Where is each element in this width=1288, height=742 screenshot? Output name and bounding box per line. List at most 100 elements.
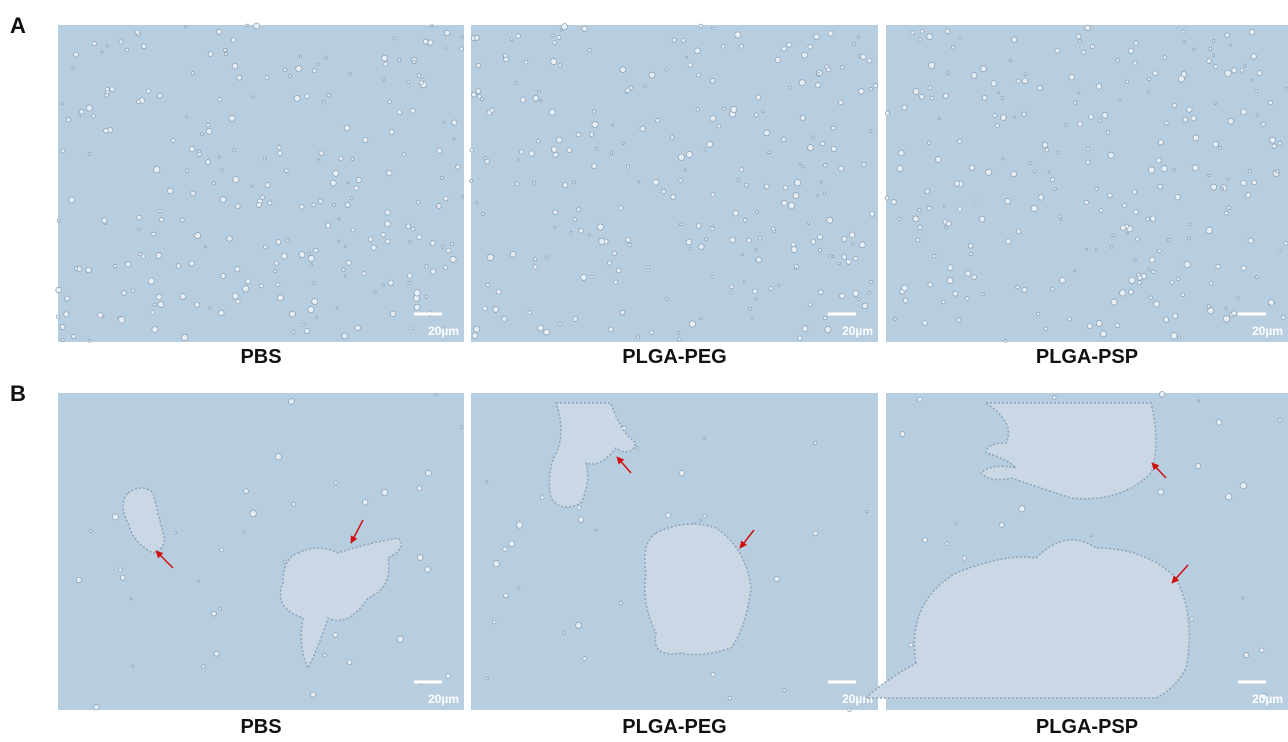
cell [986,169,992,175]
cell [139,253,142,256]
cell [707,141,713,147]
cell [898,217,901,220]
cell [533,181,536,184]
cell [1102,112,1108,118]
cell [1051,287,1055,291]
cell [180,218,184,222]
cell [671,194,676,199]
cell [947,72,950,75]
cell [688,63,693,68]
cell [409,241,412,244]
cell [1261,122,1265,126]
cell [807,222,809,224]
cell [1038,195,1043,200]
cell [1090,534,1092,536]
cell [1229,44,1231,46]
cell [1172,103,1176,107]
cell [503,54,507,58]
cell [712,27,715,30]
cell [861,54,867,60]
cell [66,118,70,122]
cell [782,47,787,52]
cell [288,399,294,405]
cell [441,245,444,248]
cell [620,67,626,73]
cell [325,56,328,59]
cell [264,245,268,249]
cell [862,162,866,166]
cell [244,489,249,494]
cell [1111,299,1117,305]
cell [678,338,681,341]
caption: PLGA-PEG [622,716,726,738]
cell [969,252,972,255]
cell [281,253,287,259]
cell [528,311,532,315]
cell [1211,184,1217,190]
cell [925,189,930,194]
cell [265,183,270,188]
cell [472,333,478,339]
cell [461,195,464,198]
cell [549,109,555,115]
cell [389,130,394,135]
cell [546,256,549,259]
cell [1090,45,1094,49]
cell [393,37,396,40]
cell [553,41,557,45]
cell [138,228,141,231]
cell [1272,144,1276,148]
cell [944,226,947,229]
cell [954,522,957,525]
cell [317,64,319,66]
cell [823,192,826,195]
cell [1036,312,1039,315]
cell [1268,300,1274,306]
cell [470,179,473,182]
cell [80,109,84,113]
cell [756,257,762,263]
cell [406,224,411,229]
cell [1227,206,1230,209]
cell [1240,68,1244,72]
cell [1171,333,1177,339]
cell [1188,223,1191,226]
cell [711,193,715,197]
cell [118,317,124,323]
cell [1086,248,1088,250]
cell [245,279,250,284]
cell [778,284,780,286]
cell [278,151,283,156]
cell [318,199,322,203]
cell [629,86,633,90]
cell [327,94,330,97]
cell [112,514,118,520]
cell [118,568,122,572]
cell [232,63,238,69]
cell [413,60,416,63]
cell [227,236,232,241]
cell [119,40,123,44]
cell [1183,117,1188,122]
cell [1016,79,1020,83]
cell [544,329,550,335]
cell [388,100,392,104]
cell [576,132,580,136]
cell [1001,115,1007,121]
cell [1082,50,1086,54]
cell [1167,239,1170,242]
cell [294,95,300,101]
cell [612,124,614,126]
cell [745,183,748,186]
cell [583,657,587,661]
cell [300,56,302,58]
cell [476,89,481,94]
cell [1178,336,1181,339]
cell [385,221,391,227]
cell [1207,59,1212,64]
cell [410,108,415,113]
cell [662,189,666,193]
cell [397,110,402,115]
cell [158,209,162,213]
cell [285,169,289,173]
